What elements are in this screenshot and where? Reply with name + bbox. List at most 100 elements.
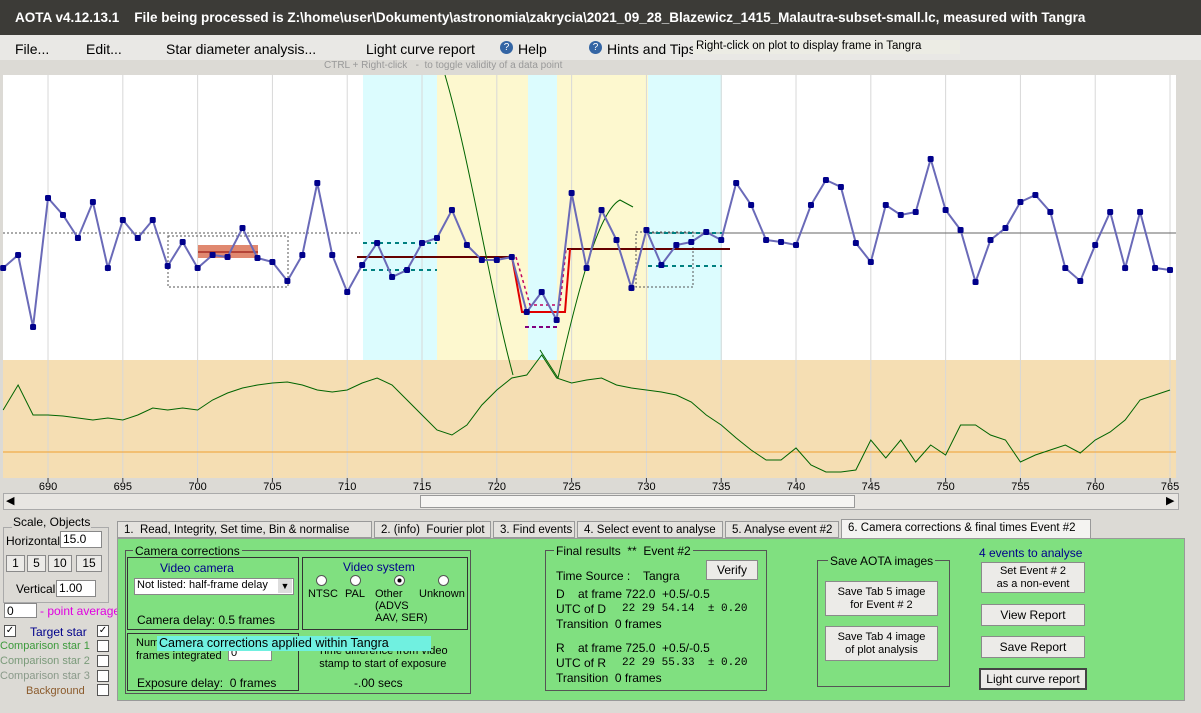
x-tick-label: 695 bbox=[114, 481, 132, 493]
data-point bbox=[987, 237, 994, 243]
button[interactable]: Save Report bbox=[981, 636, 1085, 658]
button[interactable]: Save Tab 4 image of plot analysis bbox=[825, 626, 938, 661]
legend-label: Comparison star 1 bbox=[0, 640, 90, 652]
menu-item[interactable]: Light curve report bbox=[366, 41, 475, 57]
data-point bbox=[927, 156, 934, 162]
data-point bbox=[209, 252, 216, 258]
data-point bbox=[89, 199, 96, 205]
tab-active[interactable]: 6. Camera corrections & final times Even… bbox=[841, 519, 1091, 539]
data-point bbox=[104, 265, 111, 271]
radio[interactable] bbox=[394, 575, 405, 586]
button[interactable]: Set Event # 2 as a non-event bbox=[981, 562, 1085, 593]
button[interactable]: View Report bbox=[981, 604, 1085, 626]
data-point bbox=[748, 202, 755, 208]
dropdown-arrow[interactable]: ▼ bbox=[278, 579, 292, 593]
data-point bbox=[568, 190, 575, 196]
tooltip: Camera corrections applied within Tangra bbox=[157, 636, 431, 651]
model-event bbox=[515, 248, 567, 306]
radio[interactable] bbox=[316, 575, 327, 586]
scrollbar-thumb[interactable] bbox=[420, 495, 855, 508]
plot[interactable]: 690 695 700 705 710 715 720 725 730 735 740 745 750 7… bbox=[0, 60, 1201, 495]
group-box bbox=[127, 633, 299, 691]
label: UTC of D bbox=[556, 602, 607, 616]
help-icon: ? bbox=[500, 41, 513, 54]
spin-input[interactable]: 1.00 bbox=[56, 580, 96, 597]
x-tick-label: 730 bbox=[637, 481, 655, 493]
data-point bbox=[613, 237, 620, 243]
band bbox=[557, 75, 648, 360]
data-point bbox=[1122, 265, 1129, 271]
dropdown[interactable]: Not listed: half-frame delay bbox=[134, 578, 294, 595]
band bbox=[528, 75, 557, 360]
menu-item[interactable]: Hints and Tips bbox=[607, 41, 696, 57]
group-box bbox=[302, 557, 468, 630]
data-point bbox=[134, 235, 141, 241]
data-point bbox=[867, 259, 874, 265]
radio[interactable] bbox=[350, 575, 361, 586]
button[interactable]: Save Tab 5 image for Event # 2 bbox=[825, 581, 938, 616]
legend-label: Target star bbox=[30, 625, 87, 639]
label: Vertical bbox=[16, 582, 56, 596]
data-point bbox=[45, 195, 52, 201]
data-point bbox=[179, 239, 186, 245]
menu-item[interactable]: File... bbox=[15, 41, 50, 57]
checkbox[interactable] bbox=[97, 655, 109, 667]
menu-item[interactable]: Edit... bbox=[86, 41, 122, 57]
button[interactable]: Light curve report bbox=[979, 668, 1087, 690]
data-point bbox=[1002, 225, 1009, 231]
scale-button[interactable]: 10 bbox=[48, 555, 72, 572]
dropdown[interactable]: 0 bbox=[4, 603, 37, 618]
value: Tangra bbox=[643, 569, 680, 583]
menu-item[interactable]: Star diameter analysis... bbox=[166, 41, 317, 57]
data-point bbox=[703, 229, 710, 235]
object-label: Comparison star 3 bbox=[0, 670, 90, 682]
data-point bbox=[1062, 265, 1069, 271]
x-tick-label: 745 bbox=[862, 481, 880, 493]
button[interactable]: Verify bbox=[706, 560, 758, 580]
scale-button[interactable]: 1 bbox=[6, 555, 25, 572]
x-tick-label: 735 bbox=[712, 481, 730, 493]
checkbox[interactable]: ✓ bbox=[4, 625, 16, 637]
x-tick-label: 705 bbox=[263, 481, 281, 493]
scroll-arrow[interactable]: ▶ bbox=[1166, 495, 1175, 507]
data-point bbox=[149, 217, 156, 223]
data-point bbox=[1107, 209, 1114, 215]
data-point bbox=[419, 240, 426, 246]
tab[interactable]: 4. Select event to analyse bbox=[577, 521, 723, 538]
checkbox[interactable] bbox=[97, 684, 109, 696]
data-point bbox=[389, 274, 396, 280]
checkbox[interactable]: ✓ bbox=[97, 625, 109, 637]
checkbox[interactable] bbox=[97, 640, 109, 652]
data-point bbox=[733, 180, 740, 186]
scale-button[interactable]: 15 bbox=[76, 555, 102, 572]
data-point bbox=[1017, 199, 1024, 205]
scroll-arrow[interactable]: ◀ bbox=[6, 495, 15, 507]
x-tick-label: 740 bbox=[787, 481, 805, 493]
tab[interactable]: 3. Find events bbox=[493, 521, 575, 538]
group-box bbox=[125, 550, 471, 694]
data-point bbox=[1152, 265, 1159, 271]
menu-item[interactable]: Help bbox=[518, 41, 547, 57]
group-box bbox=[817, 560, 950, 687]
scale-button[interactable]: 5 bbox=[27, 555, 46, 572]
object-label: Comparison star 2 bbox=[0, 655, 90, 667]
group-box bbox=[127, 557, 299, 630]
label: Camera delay: 0.5 frames bbox=[137, 613, 276, 627]
model-event bbox=[511, 248, 571, 313]
label: Transition 0 frames bbox=[556, 671, 662, 685]
tab[interactable]: 1. Read, Integrity, Set time, Bin & norm… bbox=[117, 521, 372, 538]
tab[interactable]: 5. Analyse event #2 bbox=[725, 521, 839, 538]
label: - point average bbox=[40, 604, 121, 618]
data-point bbox=[1077, 278, 1084, 284]
group-title: Scale, Objects bbox=[12, 515, 92, 529]
tab[interactable]: 2. (info) Fourier plot bbox=[374, 521, 491, 538]
data-point bbox=[493, 257, 500, 263]
radio[interactable] bbox=[438, 575, 449, 586]
x-tick-label: 715 bbox=[413, 481, 431, 493]
data-point bbox=[523, 309, 530, 315]
checkbox[interactable] bbox=[97, 670, 109, 682]
data-point bbox=[553, 317, 560, 323]
x-tick-label: 755 bbox=[1011, 481, 1029, 493]
spin-input[interactable]: 15.0 bbox=[60, 531, 102, 548]
